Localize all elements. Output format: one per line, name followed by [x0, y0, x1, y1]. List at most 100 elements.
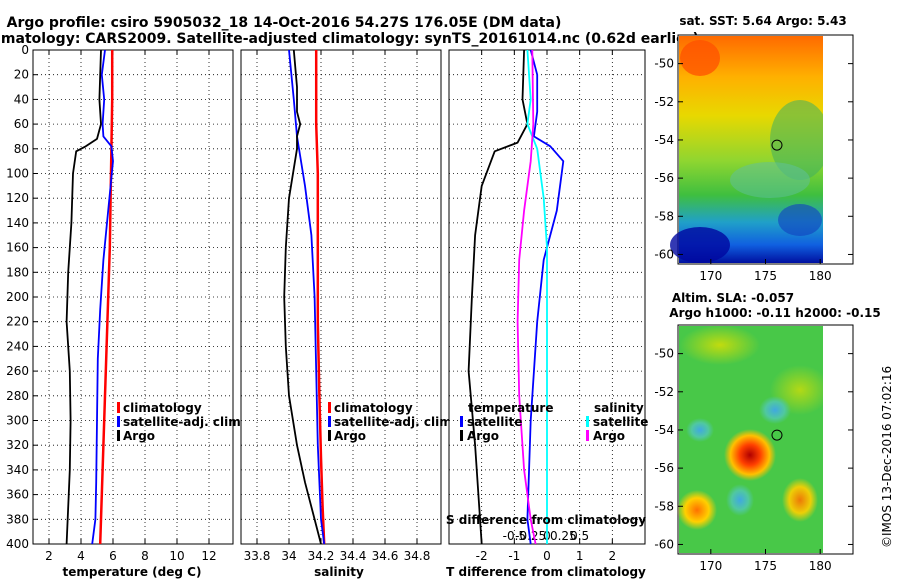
- lat-tick-label: -60: [654, 537, 674, 551]
- sla-warm-eddy-3: [782, 478, 818, 522]
- x-tick-label: 0: [543, 549, 551, 563]
- sst-front-patch: [730, 162, 810, 198]
- legend-swatch-argo: [117, 430, 120, 441]
- x-tick-label: 10: [169, 549, 184, 563]
- temperature-axis-ticks: 2 4 6 8 10 12: [45, 50, 217, 563]
- x-tick-label: 34.4: [340, 549, 367, 563]
- legend-s-satellite: satellite: [593, 415, 648, 429]
- series-line-climatology: [98, 50, 114, 545]
- legend-title-temperature: temperature: [468, 401, 553, 415]
- lon-tick-label: 180: [809, 559, 832, 573]
- x-tick-label: 34.2: [308, 549, 335, 563]
- sst-map-blank: [823, 36, 852, 263]
- legend-swatch-t-argo: [460, 430, 463, 441]
- s-tick-label: -0.5: [503, 529, 526, 543]
- legend-swatch-climatology: [117, 402, 120, 413]
- sla-cool-eddy-3: [686, 418, 714, 442]
- x-tick-label: 1: [576, 549, 584, 563]
- legend-swatch-satellite: [117, 416, 120, 427]
- sst-map-panel: sat. SST: 5.64 Argo: 5.43 170 175 180 -50-…: [654, 14, 854, 283]
- title-line-1: Argo profile: csiro 5905032_18 14-Oct-20…: [7, 15, 562, 31]
- sla-map-title-1: Altim. SLA: -0.057: [672, 291, 794, 305]
- x-tick-label: 2: [45, 549, 53, 563]
- sla-warm-eddy-2: [677, 490, 717, 530]
- lon-tick-label: 175: [754, 269, 777, 283]
- series-line-temperature-argo: [467, 49, 529, 545]
- difference-profiles: [467, 49, 565, 545]
- x-tick-label: 8: [141, 549, 149, 563]
- depth-tick-label: 380: [6, 512, 29, 526]
- sst-green-patch: [770, 100, 830, 180]
- depth-tick-label: 240: [6, 339, 29, 353]
- depth-tick-label: 400: [6, 537, 29, 551]
- legend-climatology: climatology: [123, 401, 202, 415]
- legend-swatch-satellite: [328, 416, 331, 427]
- temperature-axis-label: temperature (deg C): [63, 565, 202, 579]
- legend-satellite-adj: satellite-adj. clim.: [334, 415, 456, 429]
- depth-tick-label: 180: [6, 265, 29, 279]
- lat-tick-label: -56: [654, 171, 674, 185]
- x-tick-label: 34: [281, 549, 296, 563]
- sst-argo-marker: [771, 139, 783, 151]
- lon-tick-label: 170: [699, 559, 722, 573]
- series-line-satellite-adj-clim-: [288, 49, 326, 545]
- temperature-panel: 0 20 40 60 80 100 120 140 160 180 200 220 240 260 280 3…: [6, 43, 245, 579]
- legend-satellite-adj: satellite-adj. clim.: [123, 415, 245, 429]
- salinity-axis-ticks: 33.8 34 34.2 34.4 34.6 34.8: [244, 50, 431, 563]
- legend-swatch-climatology: [328, 402, 331, 413]
- lon-tick-label: 180: [809, 269, 832, 283]
- x-tick-label: -2: [476, 549, 488, 563]
- lat-tick-label: -54: [654, 133, 674, 147]
- legend-t-satellite: satellite: [467, 415, 522, 429]
- x-tick-label: 34.6: [372, 549, 399, 563]
- depth-tick-label: 40: [14, 92, 29, 106]
- t-difference-axis-label: T difference from climatology: [446, 565, 646, 579]
- series-line-climatology: [314, 50, 326, 545]
- salinity-plot-frame: [240, 49, 442, 545]
- depth-axis-ticks: 0 20 40 60 80 100 120 140 160 180 200 220 240 260 280 3…: [6, 43, 38, 551]
- sla-lat-ticks: -50 -52 -54 -56 -58 -60: [654, 347, 853, 551]
- depth-tick-label: 160: [6, 241, 29, 255]
- sst-warm-patch: [680, 40, 720, 76]
- sla-yellow-patch: [680, 325, 760, 365]
- sla-map-blank: [823, 326, 852, 553]
- series-line-argo: [65, 49, 102, 545]
- legend-swatch-argo: [328, 430, 331, 441]
- depth-tick-label: 20: [14, 68, 29, 82]
- depth-tick-label: 280: [6, 389, 29, 403]
- depth-tick-label: 340: [6, 463, 29, 477]
- legend-title-salinity: salinity: [594, 401, 644, 415]
- lat-tick-label: -52: [654, 385, 674, 399]
- s-tick-label: 0.5: [570, 529, 589, 543]
- difference-panel: -2 -1 0 1 2 -0.5-0.250 0.250.5 S difference f…: [446, 49, 648, 579]
- lat-tick-label: -60: [654, 247, 674, 261]
- depth-tick-label: 300: [6, 414, 29, 428]
- legend-swatch-s-argo: [586, 430, 589, 441]
- title-line-2: Climatology: CARS2009. Satellite-adjuste…: [0, 31, 699, 47]
- s-difference-axis-ticks: -0.5-0.250 0.250.5: [503, 529, 590, 543]
- depth-tick-label: 140: [6, 216, 29, 230]
- lat-tick-label: -58: [654, 499, 674, 513]
- x-tick-label: 2: [609, 549, 617, 563]
- s-tick-label: -0.25: [515, 529, 546, 543]
- x-tick-label: 4: [77, 549, 85, 563]
- salinity-profiles: [283, 49, 326, 545]
- sst-cold-patch: [670, 227, 730, 263]
- temperature-profiles: [65, 49, 114, 545]
- x-tick-label: 33.8: [244, 549, 271, 563]
- sla-argo-marker: [771, 429, 783, 441]
- x-tick-label: 34.8: [404, 549, 431, 563]
- series-line-satellite-adj-clim-: [91, 49, 114, 545]
- sla-lon-ticks: 170 175 180: [699, 549, 832, 573]
- depth-tick-label: 360: [6, 488, 29, 502]
- depth-tick-label: 100: [6, 167, 29, 181]
- salinity-legend: climatology satellite-adj. clim. Argo: [328, 401, 456, 443]
- lon-tick-label: 170: [699, 269, 722, 283]
- salinity-grid: [241, 50, 441, 544]
- temperature-legend: climatology satellite-adj. clim. Argo: [117, 401, 245, 443]
- legend-climatology: climatology: [334, 401, 413, 415]
- watermark: ©IMOS 13-Dec-2016 07:02:16: [880, 366, 894, 548]
- s-tick-label: 0.25: [550, 529, 577, 543]
- sla-cool-eddy-2: [726, 484, 754, 516]
